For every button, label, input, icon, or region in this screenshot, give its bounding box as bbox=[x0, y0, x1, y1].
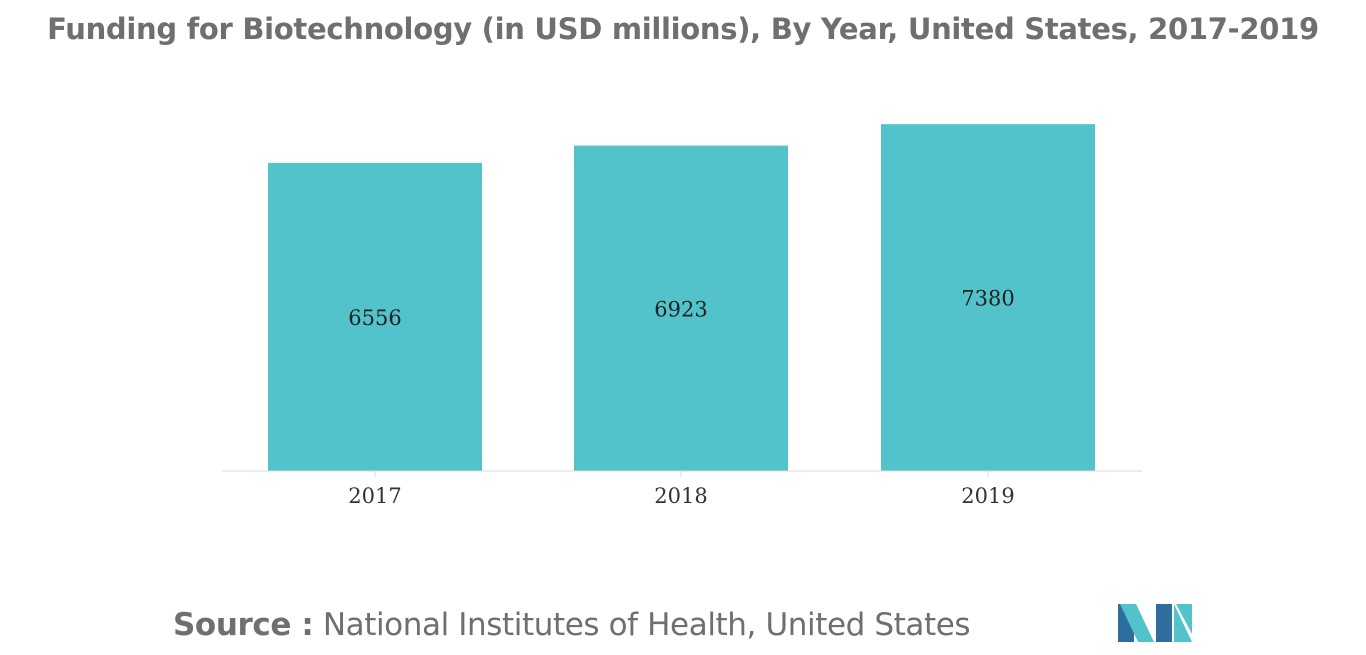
data-labels-group: 6556 6923 7380 bbox=[348, 287, 1014, 330]
x-tick-label: 2018 bbox=[654, 484, 707, 508]
bar-2018 bbox=[574, 145, 788, 471]
x-axis-tick-labels: 2017 2018 2019 bbox=[348, 484, 1014, 508]
bar-2019 bbox=[881, 124, 1095, 471]
source-label: Source : bbox=[173, 607, 314, 643]
data-label: 6923 bbox=[654, 297, 707, 321]
data-label: 7380 bbox=[961, 287, 1014, 311]
x-tick-label: 2017 bbox=[348, 484, 401, 508]
x-axis-ticks bbox=[374, 471, 989, 477]
chart-title: Funding for Biotechnology (in USD millio… bbox=[47, 12, 1319, 46]
mordor-intelligence-logo-icon bbox=[1118, 604, 1192, 642]
data-label: 6556 bbox=[348, 306, 401, 330]
source-text: National Institutes of Health, United St… bbox=[313, 607, 971, 643]
x-tick-label: 2019 bbox=[961, 484, 1014, 508]
bar-2017 bbox=[268, 162, 482, 472]
source-note: Source : National Institutes of Health, … bbox=[173, 607, 971, 643]
bars-group bbox=[268, 124, 1095, 472]
